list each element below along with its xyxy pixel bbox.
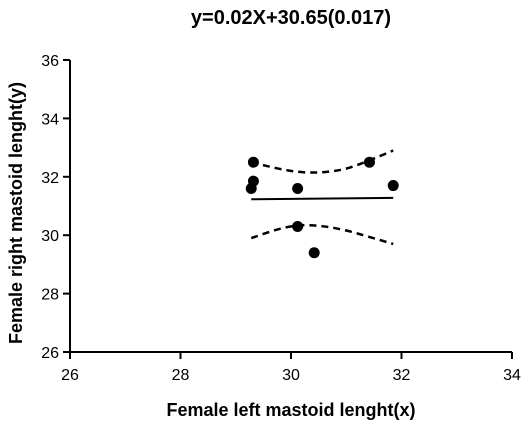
regression-line-group	[251, 196, 394, 201]
y-tick-label: 32	[41, 170, 59, 187]
x-tick-label: 30	[282, 367, 300, 384]
confidence-lower-curve	[250, 223, 394, 246]
y-axis-label: Female right mastoid lenght(y)	[6, 82, 26, 344]
x-tick-label: 28	[172, 367, 190, 384]
y-tick-label: 26	[41, 345, 59, 362]
data-point	[387, 180, 399, 192]
data-point	[308, 247, 320, 259]
regression-line	[251, 196, 394, 201]
data-point	[363, 156, 375, 168]
x-axis-ticks: 26 28 30 32 34	[61, 352, 521, 384]
x-tick-label: 26	[61, 367, 79, 384]
axes	[69, 60, 512, 353]
x-tick-label: 32	[393, 367, 411, 384]
confidence-band	[250, 149, 394, 246]
y-tick-label: 30	[41, 228, 59, 245]
y-tick-label: 28	[41, 287, 59, 304]
x-axis-label: Female left mastoid lenght(x)	[166, 400, 415, 420]
x-tick-label: 34	[503, 367, 521, 384]
y-tick-label: 34	[41, 111, 59, 128]
chart-title: y=0.02X+30.65(0.017)	[191, 7, 391, 29]
data-point	[247, 156, 259, 168]
y-tick-label: 36	[41, 53, 59, 70]
data-point	[245, 182, 257, 194]
y-axis-ticks: 26 28 30 32 34 36	[41, 53, 70, 362]
data-point	[292, 182, 304, 194]
data-points	[245, 156, 399, 259]
confidence-upper-curve	[250, 149, 394, 174]
data-point	[292, 220, 304, 232]
